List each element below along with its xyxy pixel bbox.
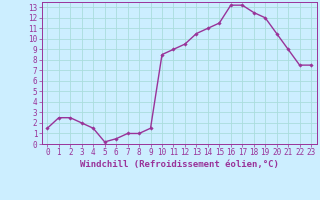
X-axis label: Windchill (Refroidissement éolien,°C): Windchill (Refroidissement éolien,°C) xyxy=(80,160,279,169)
